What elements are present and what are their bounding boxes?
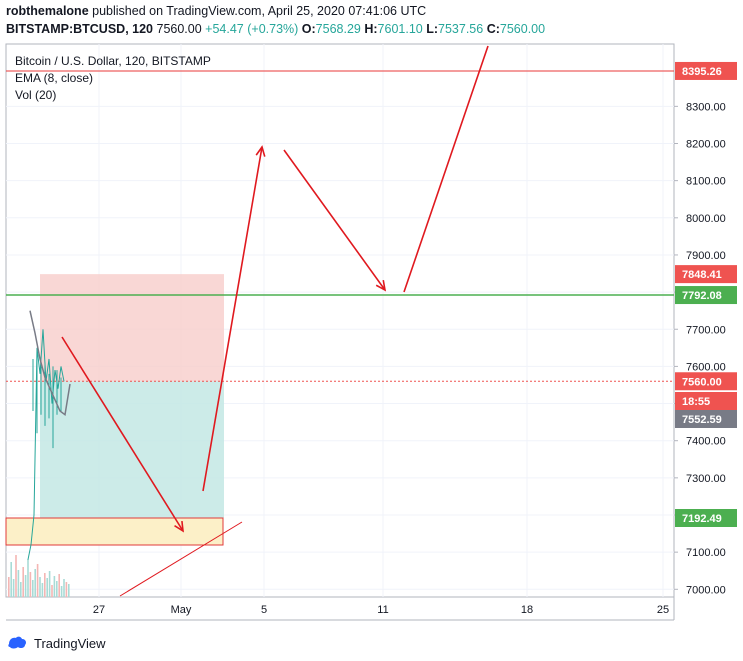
legend-title: Bitcoin / U.S. Dollar, 120, BITSTAMP (15, 54, 211, 68)
price-tick-label: 8000.00 (686, 213, 726, 225)
volume-bar (29, 572, 32, 597)
time-tick-label: 27 (93, 604, 105, 616)
low-value: 7537.56 (438, 22, 484, 36)
price-tick-label: 7100.00 (686, 547, 726, 559)
time-tick-label: 5 (261, 604, 267, 616)
volume-bar (56, 581, 58, 597)
projection-arrow-line[interactable] (283, 149, 386, 291)
price-label-target (675, 61, 737, 80)
last-price: 7560.00 (156, 22, 202, 36)
publish-header: robthemalone published on TradingView.co… (6, 4, 426, 18)
volume-bar (65, 582, 68, 597)
price-label-text: 7560.00 (682, 376, 722, 388)
price-label-text: 18:55 (682, 396, 710, 408)
projection-arrow-head (174, 520, 184, 533)
volume-bar (32, 580, 34, 597)
volume-bar (58, 574, 60, 597)
volume-bar (22, 567, 24, 597)
price-label-support (675, 286, 737, 305)
price-label-last (675, 372, 737, 391)
projection-arrow-head (255, 145, 266, 157)
price-tick-label: 7700.00 (686, 324, 726, 336)
price-label-ema (675, 410, 737, 428)
high-value: 7601.10 (377, 22, 423, 36)
volume-bar (27, 559, 29, 597)
volume-bar (36, 564, 39, 597)
time-tick-label: 18 (521, 604, 533, 616)
price-tick-label: 7900.00 (686, 250, 726, 262)
volume-bar (48, 571, 51, 597)
price-tick-label: 7000.00 (686, 584, 726, 596)
volume-bar (15, 555, 17, 597)
support-box[interactable] (5, 517, 224, 546)
price-label-text: 7192.49 (682, 513, 722, 525)
time-tick-label: 11 (377, 604, 388, 616)
projection-arrow-line[interactable] (403, 45, 489, 293)
projection-arrow-line[interactable] (61, 336, 184, 532)
price-change: +54.47 (+0.73%) (205, 22, 299, 36)
price-label-text: 7848.41 (682, 269, 722, 281)
ohlc-header: BITSTAMP:BTCUSD, 120 7560.00 +54.47 (+0.… (6, 22, 545, 36)
volume-bar (24, 575, 27, 597)
tradingview-brand[interactable]: TradingView (8, 634, 106, 652)
brand-name: TradingView (34, 635, 106, 651)
projection-arrow-line[interactable] (202, 146, 263, 492)
volume-bar (68, 584, 70, 597)
ema-line[interactable] (29, 310, 71, 417)
stop-loss-zone[interactable] (40, 274, 224, 382)
price-tick-label: 8200.00 (686, 139, 726, 151)
tradingview-logo-icon (8, 636, 26, 649)
projection-arrow-head (375, 280, 387, 292)
publisher-name[interactable]: robthemalone (6, 4, 89, 18)
price-label-stop (675, 265, 737, 284)
open-value: 7568.29 (315, 22, 361, 36)
price-label-countdown (675, 392, 737, 410)
price-tick-label: 7600.00 (686, 361, 726, 373)
volume-bar (44, 573, 46, 597)
high-label: H: (364, 22, 378, 36)
time-tick-label: 25 (657, 604, 669, 616)
volume-bar (12, 579, 15, 597)
volume-bar (20, 582, 22, 597)
volume-bar (17, 570, 20, 597)
price-tick-label: 7400.00 (686, 436, 726, 448)
time-tick-label: May (171, 604, 192, 616)
price-label-text: 8395.26 (682, 66, 722, 78)
symbol-label: BITSTAMP:BTCUSD, 120 (6, 22, 154, 36)
price-label-box (675, 509, 737, 527)
legend-vol: Vol (20) (15, 88, 56, 102)
price-tick-label: 8100.00 (686, 176, 726, 188)
volume-bar (41, 583, 44, 597)
price-label-text: 7552.59 (682, 414, 722, 426)
low-label: L: (426, 22, 439, 36)
close-label: C: (486, 22, 500, 36)
legend-ema: EMA (8, close) (15, 71, 93, 85)
volume-bar (8, 577, 10, 597)
price-tick-label: 7300.00 (686, 473, 726, 485)
volume-bar (34, 569, 36, 597)
volume-bar (60, 586, 63, 597)
price-label-text: 7792.08 (682, 290, 722, 302)
volume-bar (51, 585, 53, 597)
volume-bar (10, 562, 12, 597)
trend-line[interactable] (119, 521, 243, 597)
close-value: 7560.00 (499, 22, 546, 36)
volume-bar (63, 579, 65, 597)
publish-info: published on TradingView.com, April 25, … (92, 4, 427, 18)
volume-bar (53, 576, 56, 597)
volume-bar (46, 578, 48, 597)
volume-bar (39, 577, 41, 597)
open-label: O: (301, 22, 316, 36)
price-tick-label: 8300.00 (686, 101, 726, 113)
